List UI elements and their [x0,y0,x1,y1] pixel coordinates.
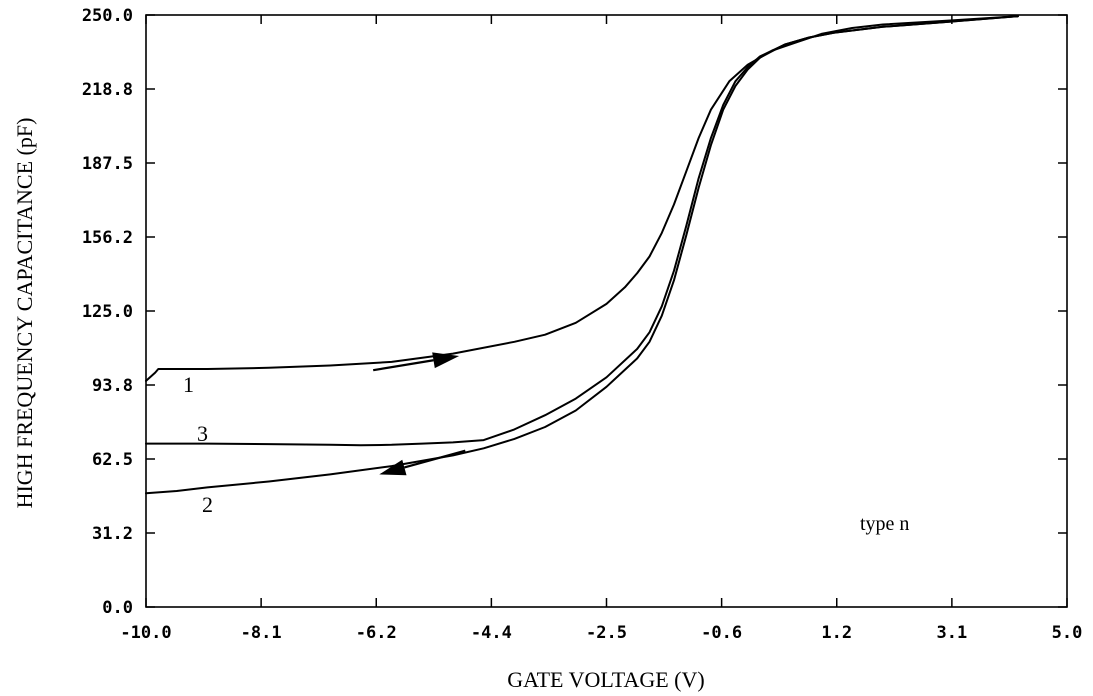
x-tick-label: -8.1 [241,623,282,643]
x-tick-label: 3.1 [937,623,968,643]
type-n-label: type n [860,513,909,535]
y-axis-title: HIGH FREQUENCY CAPACITANCE (pF) [12,118,37,509]
y-tick-label: 250.0 [82,6,133,26]
y-tick-label: 62.5 [92,450,133,470]
y-tick-label: 0.0 [102,598,133,618]
x-tick-label: 5.0 [1052,623,1083,643]
series-line-1 [145,15,1019,382]
plot-frame [145,14,1068,608]
y-tick-label: 187.5 [82,154,133,174]
curve-1-label: 1 [183,372,194,397]
y-tick-label: 156.2 [82,228,133,248]
x-tick-label: -10.0 [120,623,171,643]
sweep-direction-arrow-1 [373,352,460,372]
curve-3-label: 3 [197,421,208,446]
y-tick-label: 93.8 [92,376,133,396]
y-tick-label: 31.2 [92,524,133,544]
x-tick-label: -0.6 [701,623,742,643]
x-tick-label: 1.2 [821,623,852,643]
x-tick-label: -2.5 [586,623,627,643]
series-line-3 [145,15,1019,447]
y-tick-label: 125.0 [82,302,133,322]
series-line-2 [145,15,1019,495]
x-axis-title: GATE VOLTAGE (V) [507,667,704,692]
curve-2-label: 2 [202,492,213,517]
x-tick-label: -6.2 [356,623,397,643]
sweep-direction-arrow-2 [379,449,466,476]
x-tick-label: -4.4 [471,623,512,643]
y-tick-label: 218.8 [82,80,133,100]
